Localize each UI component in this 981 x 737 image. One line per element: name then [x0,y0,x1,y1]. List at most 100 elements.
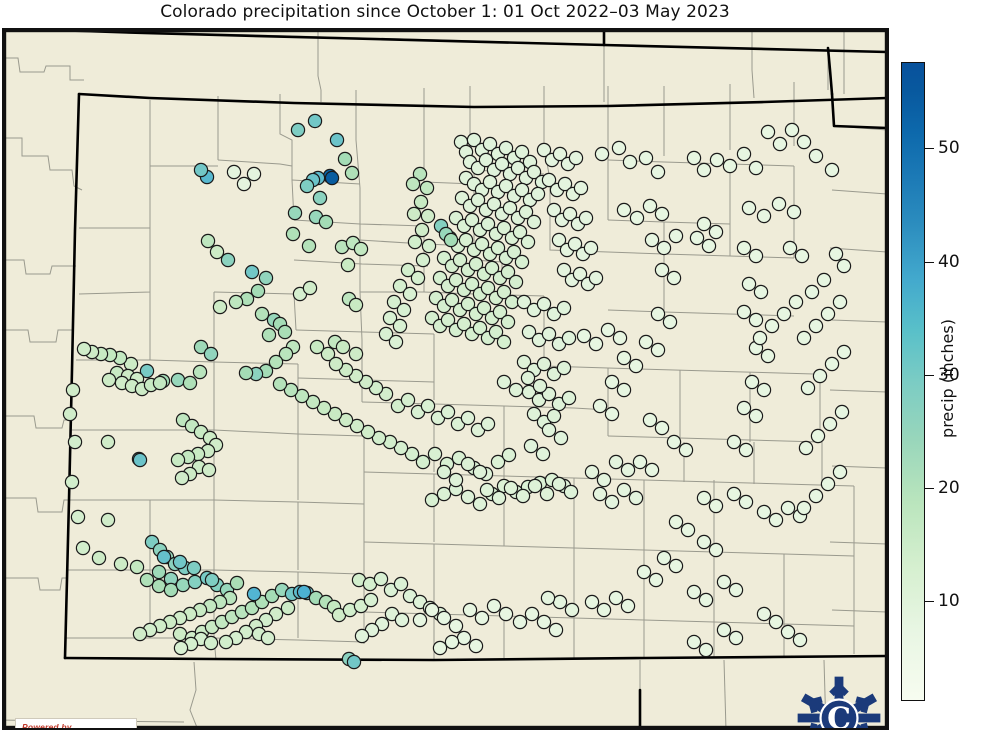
station-marker[interactable] [484,260,500,276]
station-marker[interactable] [654,420,670,436]
station-marker[interactable] [386,294,402,310]
station-marker[interactable] [244,264,260,280]
station-marker[interactable] [756,606,772,622]
station-marker[interactable] [523,438,539,454]
station-marker[interactable] [440,312,456,328]
station-marker[interactable] [780,624,796,640]
station-marker[interactable] [748,248,764,264]
station-marker[interactable] [480,416,496,432]
station-marker[interactable] [354,628,370,644]
station-marker[interactable] [834,404,850,420]
station-marker[interactable] [520,234,536,250]
station-marker[interactable] [254,306,270,322]
station-marker[interactable] [420,398,436,414]
station-marker[interactable] [427,446,443,462]
station-marker[interactable] [644,232,660,248]
station-marker[interactable] [324,170,340,186]
station-marker[interactable] [486,598,502,614]
station-marker[interactable] [193,339,209,355]
station-marker[interactable] [209,244,225,260]
station-marker[interactable] [186,560,202,576]
station-marker[interactable] [187,574,203,590]
station-marker[interactable] [726,486,742,502]
station-marker[interactable] [828,246,844,262]
station-marker[interactable] [272,376,288,392]
station-marker[interactable] [460,456,476,472]
station-marker[interactable] [478,152,494,168]
station-marker[interactable] [371,430,387,446]
station-marker[interactable] [261,327,277,343]
station-marker[interactable] [796,330,812,346]
station-marker[interactable] [572,266,588,282]
station-marker[interactable] [236,176,252,192]
station-marker[interactable] [738,442,754,458]
station-marker[interactable] [536,142,552,158]
station-marker[interactable] [250,283,266,299]
station-marker[interactable] [668,514,684,530]
station-marker[interactable] [229,575,245,591]
station-marker[interactable] [648,572,664,588]
station-marker[interactable] [316,400,332,416]
station-marker[interactable] [277,324,293,340]
station-marker[interactable] [552,594,568,610]
station-marker[interactable] [415,252,431,268]
station-marker[interactable] [468,638,484,654]
station-marker[interactable] [338,412,354,428]
station-marker[interactable] [151,564,167,580]
station-marker[interactable] [771,196,787,212]
station-marker[interactable] [320,346,336,362]
station-marker[interactable] [62,406,78,422]
station-marker[interactable] [708,224,724,240]
station-marker[interactable] [405,176,421,192]
station-marker[interactable] [756,504,772,520]
station-marker[interactable] [203,635,219,651]
station-marker[interactable] [726,434,742,450]
colorado-precipitation-map[interactable] [4,30,887,728]
station-marker[interactable] [616,202,632,218]
station-marker[interactable] [541,422,557,438]
station-marker[interactable] [808,148,824,164]
station-marker[interactable] [393,576,409,592]
station-marker[interactable] [294,388,310,404]
station-marker[interactable] [238,365,254,381]
station-marker[interactable] [514,144,530,160]
station-marker[interactable] [472,320,488,336]
station-marker[interactable] [736,240,752,256]
station-marker[interactable] [526,164,542,180]
station-marker[interactable] [172,626,188,642]
station-marker[interactable] [373,571,389,587]
station-marker[interactable] [460,410,476,426]
station-marker[interactable] [604,494,620,510]
station-marker[interactable] [335,339,351,355]
station-marker[interactable] [832,464,848,480]
station-marker[interactable] [460,489,476,505]
station-marker[interactable] [309,339,325,355]
station-marker[interactable] [810,428,826,444]
station-marker[interactable] [628,358,644,374]
station-marker[interactable] [404,446,420,462]
station-marker[interactable] [76,341,92,357]
station-marker[interactable] [686,150,702,166]
station-marker[interactable] [708,498,724,514]
station-marker[interactable] [307,113,323,129]
station-marker[interactable] [328,356,344,372]
station-marker[interactable] [628,490,644,506]
station-marker[interactable] [508,382,524,398]
station-marker[interactable] [753,284,769,300]
station-marker[interactable] [101,372,117,388]
station-marker[interactable] [329,132,345,148]
station-marker[interactable] [113,556,129,572]
station-marker[interactable] [258,270,274,286]
station-marker[interactable] [792,632,808,648]
station-marker[interactable] [344,165,360,181]
station-marker[interactable] [396,302,412,318]
station-marker[interactable] [246,586,262,602]
station-marker[interactable] [536,296,552,312]
station-marker[interactable] [654,206,670,222]
station-marker[interactable] [650,164,666,180]
station-marker[interactable] [557,176,573,192]
station-marker[interactable] [808,318,824,334]
station-marker[interactable] [410,270,426,286]
station-marker[interactable] [738,494,754,510]
station-marker[interactable] [541,326,557,342]
